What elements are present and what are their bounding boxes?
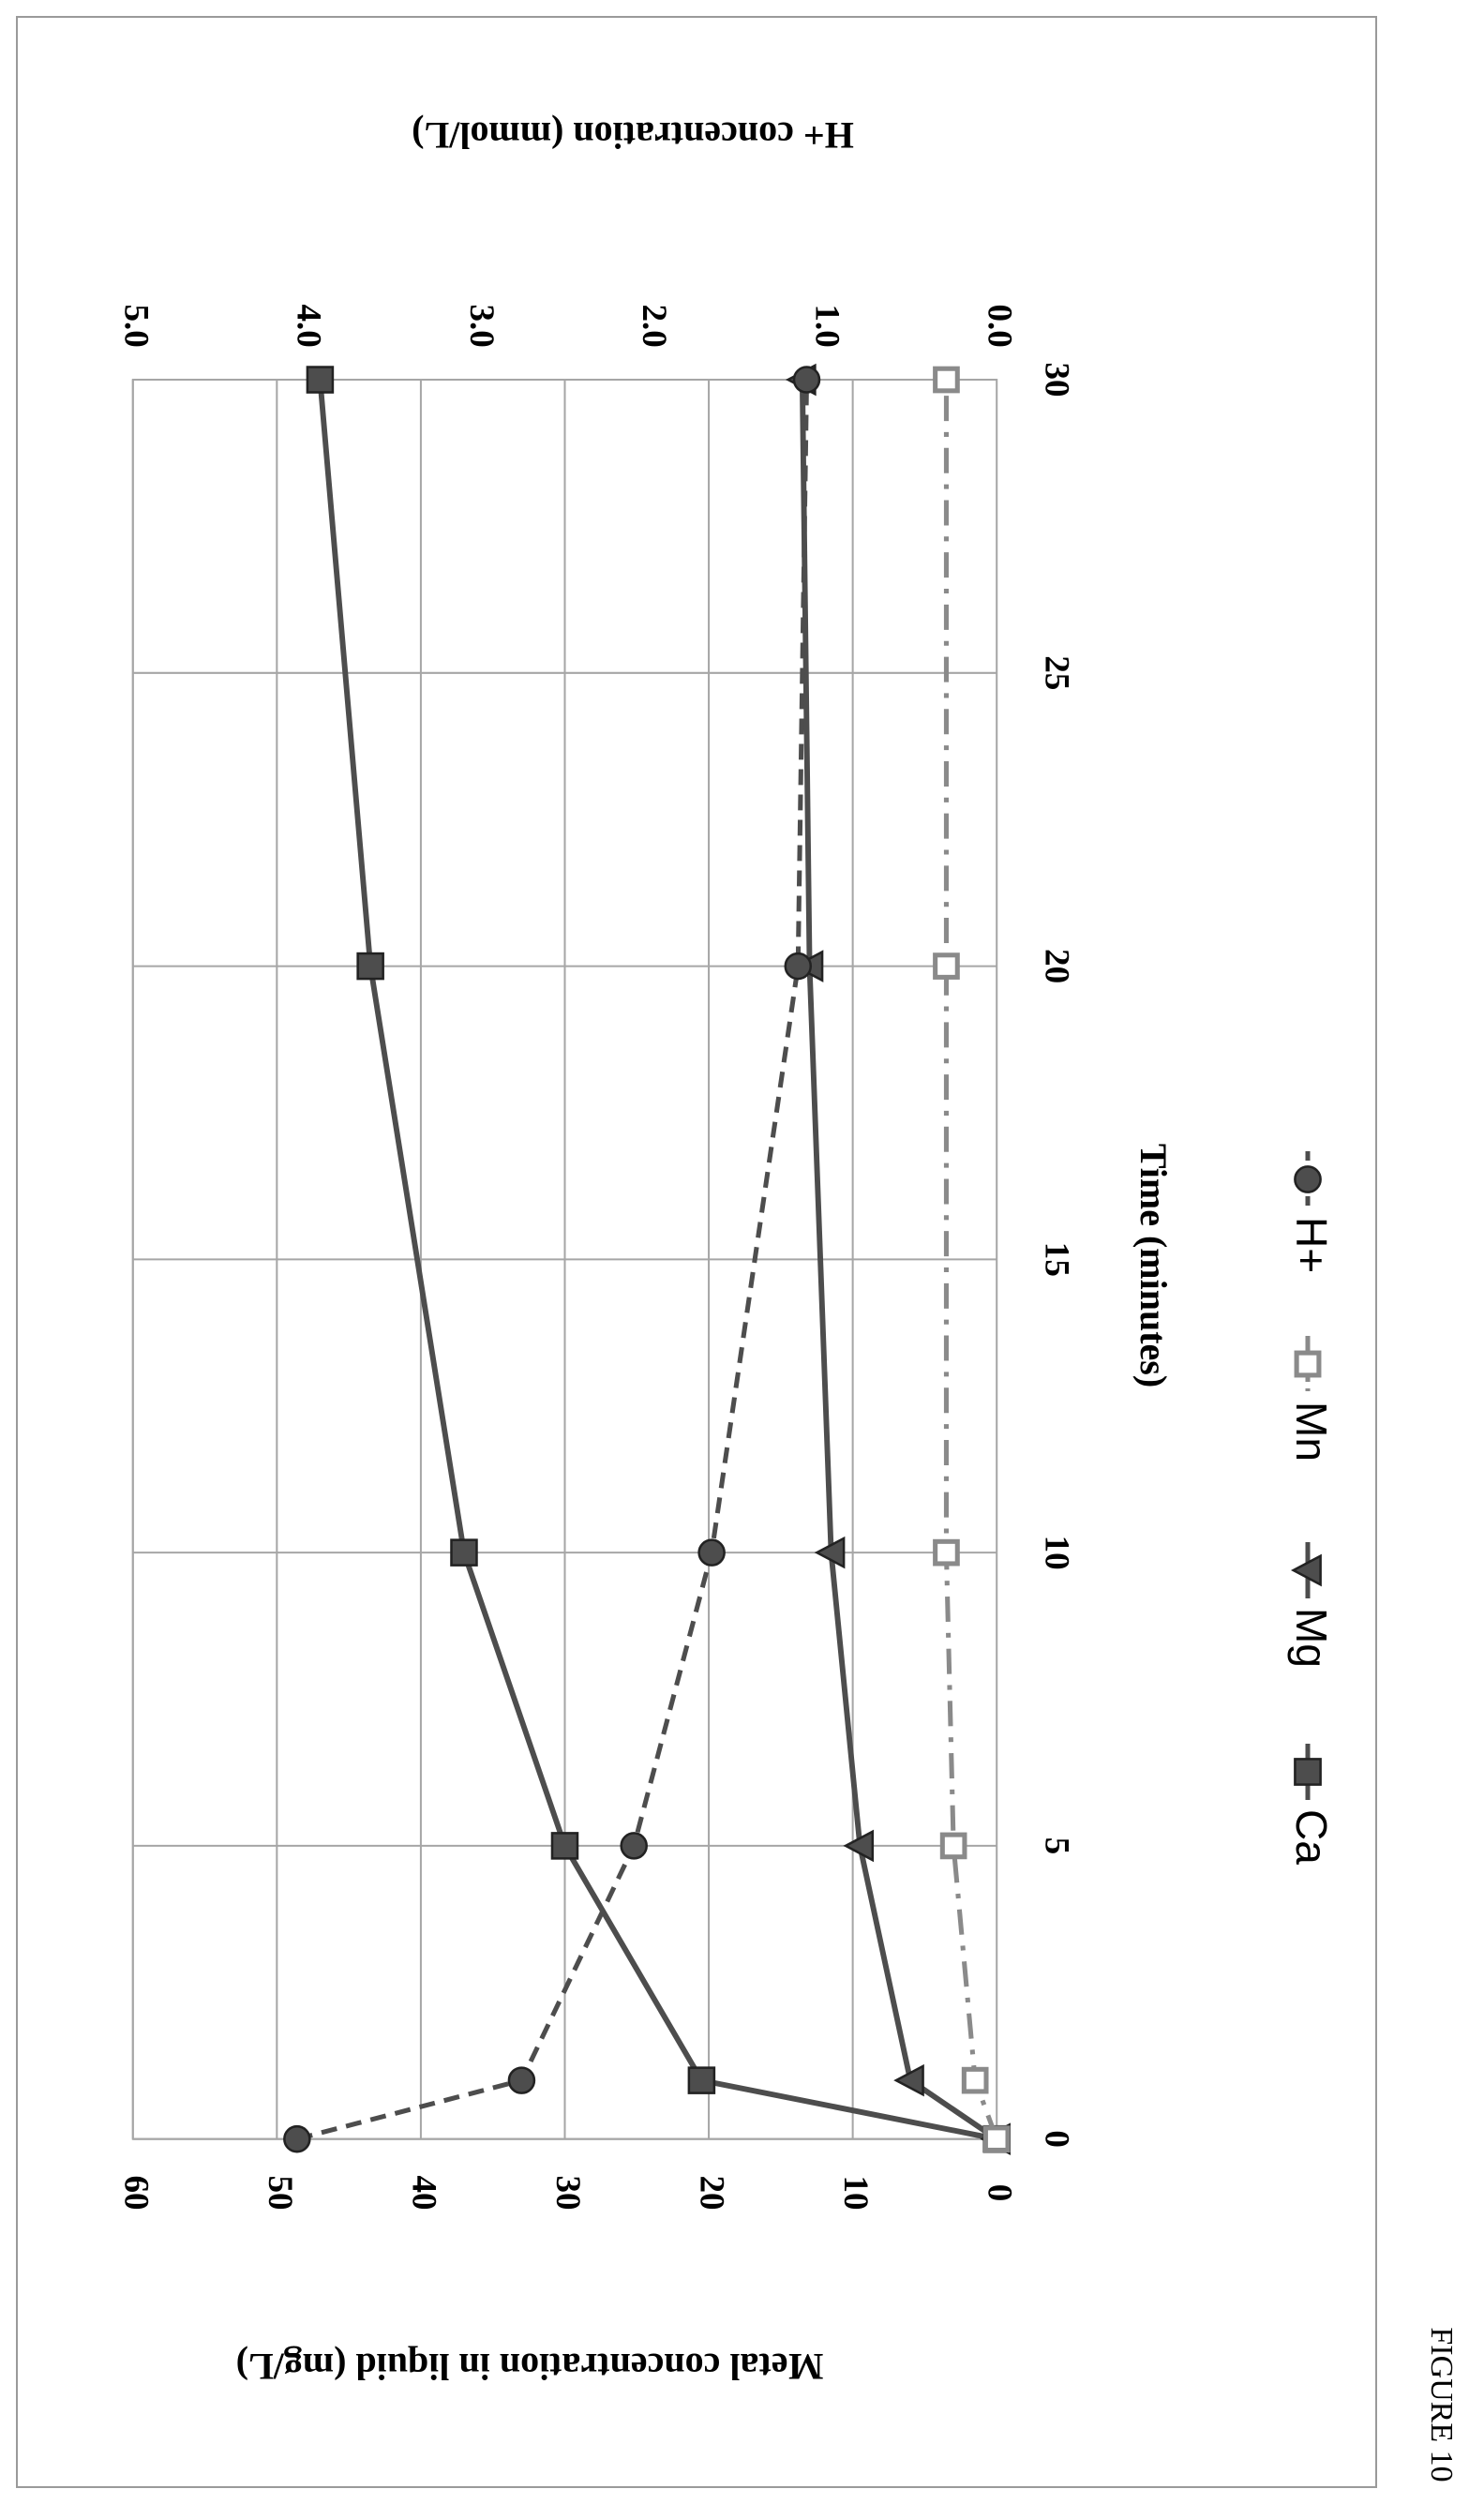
legend-item-h: H+ [1287, 1151, 1336, 1273]
y2-tick-label: 5.0 [116, 304, 155, 347]
series-line-ca [317, 379, 997, 2142]
legend-label-h: H+ [1287, 1217, 1336, 1273]
y-tick-label: 30 [548, 2176, 587, 2211]
data-point-mn [982, 2125, 1011, 2153]
legend-swatch-marker [1290, 1553, 1322, 1587]
data-point-mn [933, 366, 960, 394]
data-point-h [784, 952, 813, 981]
y-tick-label: 60 [116, 2176, 155, 2211]
x-tick-label: 25 [1037, 655, 1075, 690]
legend-marker-mn [1294, 1350, 1322, 1378]
legend-marker-h [1294, 1165, 1322, 1193]
data-point-mn [933, 952, 960, 980]
x-tick-label: 15 [1037, 1242, 1075, 1277]
legend-swatch-marker [1294, 1758, 1322, 1786]
legend-label-mn: Mn [1287, 1402, 1336, 1462]
x-tick-label: 0 [1037, 2130, 1075, 2148]
data-point-mg [814, 1536, 846, 1569]
data-point-mn [961, 2066, 989, 2094]
y-tick-label: 40 [404, 2176, 442, 2211]
y-tick-label: 0 [981, 2184, 1019, 2202]
legend-item-mn: Mn [1287, 1336, 1336, 1462]
legend-marker-ca [1294, 1758, 1322, 1786]
data-point-h [697, 1538, 726, 1567]
series-layer [283, 363, 1011, 2155]
data-point-ca [356, 952, 384, 981]
legend-label-mg: Mg [1287, 1608, 1336, 1668]
y2-tick-label: 1.0 [807, 304, 846, 347]
y-tick-label: 10 [836, 2176, 875, 2211]
y-tick-label: 20 [693, 2176, 731, 2211]
data-point-h [792, 366, 821, 394]
legend-label-ca: Ca [1287, 1809, 1336, 1865]
y2-tick-label: 3.0 [462, 304, 501, 347]
x-tick-label: 20 [1037, 949, 1075, 983]
y2-tick-label: 4.0 [290, 304, 328, 347]
data-point-mn [933, 1538, 960, 1567]
legend-item-ca: Ca [1287, 1744, 1336, 1865]
y2-axis-title: H+ concentration (mmol/L) [412, 114, 854, 157]
y-tick-label: 50 [261, 2176, 299, 2211]
series-line-mn [943, 380, 999, 2140]
series-h [283, 366, 821, 2153]
figure-caption: FIGURE 10 [1424, 2327, 1459, 2482]
data-point-ca [306, 366, 335, 394]
data-point-mn [939, 1832, 967, 1860]
x-tick-label: 10 [1037, 1536, 1075, 1570]
y2-tick-label: 2.0 [635, 304, 673, 347]
series-line-h [296, 379, 810, 2142]
data-point-ca [687, 2066, 716, 2094]
series-line-mg [799, 379, 998, 2142]
x-tick-label: 5 [1037, 1837, 1075, 1855]
legend: Ca Mg Mn H+ [1287, 1151, 1336, 1865]
x-tick-label: 30 [1037, 362, 1075, 397]
data-point-ca [550, 1832, 579, 1860]
data-point-h [507, 2066, 536, 2094]
legend-swatch-marker [1294, 1350, 1322, 1378]
legend-item-mg: Mg [1287, 1542, 1336, 1668]
data-point-h [620, 1832, 648, 1860]
data-point-h [283, 2124, 311, 2153]
x-axis-title: Time (minutes) [1132, 1144, 1175, 1387]
figure-border [16, 16, 1377, 2488]
tick-labels: 0 5 10 15 20 25 30 0 10 20 30 40 50 60 0.0 1.0 2.0 3.0 4.0… [116, 304, 1075, 2210]
data-point-ca [450, 1538, 478, 1567]
plot-area: 0 5 10 15 20 25 30 0 10 20 30 40 50 60 0.0 1.0 2.0 3.0 4.0… [116, 304, 1075, 2210]
series-mn [933, 366, 1011, 2153]
y2-tick-label: 0.0 [981, 304, 1019, 347]
y-axis-title: Metal concentration in liquid (mg/L) [236, 2346, 824, 2388]
legend-swatch-marker [1294, 1165, 1322, 1193]
data-point-mg [843, 1829, 875, 1863]
data-point-mg [893, 2063, 924, 2097]
legend-marker-mg [1290, 1553, 1322, 1587]
